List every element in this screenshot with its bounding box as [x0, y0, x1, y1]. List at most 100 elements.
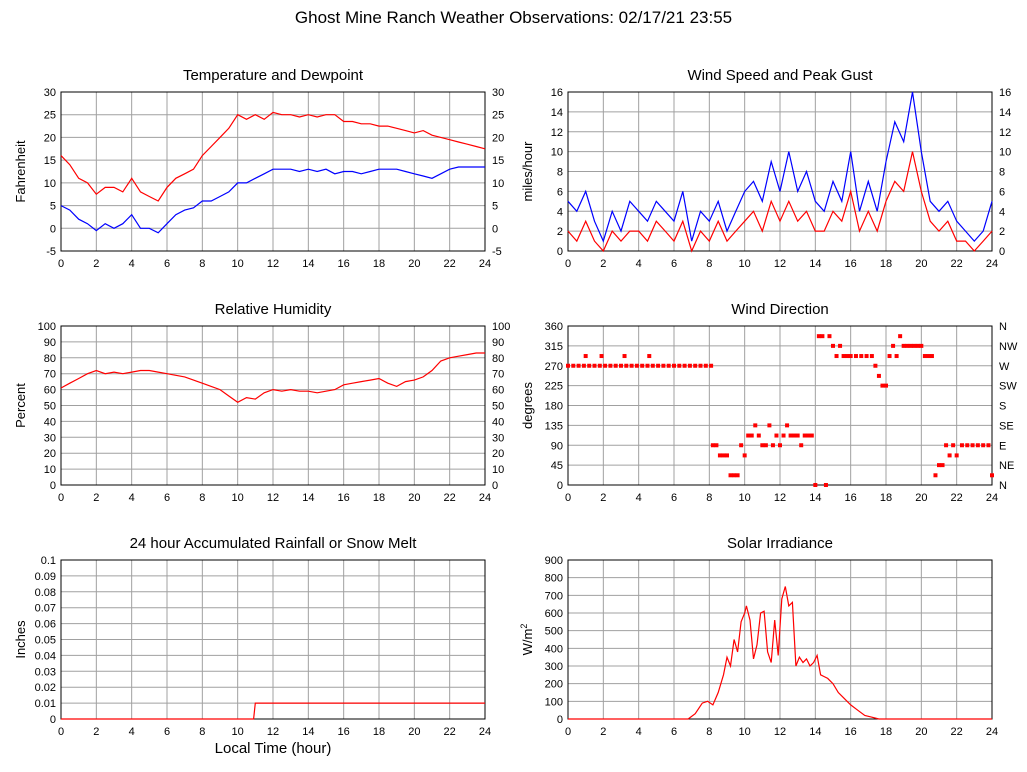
data-point [735, 473, 740, 478]
data-point [823, 483, 828, 487]
data-point [831, 343, 835, 348]
x-tick-label: 24 [479, 726, 491, 738]
x-tick-label: 20 [408, 492, 420, 504]
data-point [981, 443, 986, 448]
x-tick-label: 2 [600, 726, 606, 738]
data-point [687, 363, 692, 368]
data-point [774, 433, 779, 438]
y-axis-label: Percent [13, 383, 28, 428]
data-point [919, 343, 924, 348]
right-tick-label: 70 [492, 369, 504, 381]
data-point [864, 354, 869, 359]
data-point [937, 463, 941, 468]
x-tick-label: 8 [199, 492, 205, 504]
x-tick-label: 16 [845, 258, 857, 270]
data-point [853, 354, 858, 359]
y-tick-label: 45 [551, 460, 563, 472]
y-tick-label: 0 [50, 714, 56, 726]
main-title: Ghost Mine Ranch Weather Observations: 0… [294, 8, 733, 27]
right-tick-label: 4 [999, 206, 1005, 218]
x-tick-label: 12 [774, 492, 786, 504]
x-tick-label: 0 [58, 258, 64, 270]
y-tick-label: 80 [44, 353, 56, 365]
x-tick-label: 2 [600, 258, 606, 270]
data-point [661, 363, 666, 368]
x-tick-label: 12 [267, 258, 279, 270]
x-tick-label: 20 [408, 258, 420, 270]
data-point [915, 343, 920, 348]
data-point [802, 433, 807, 438]
right-tick-label: 6 [999, 186, 1005, 198]
data-point [813, 483, 818, 487]
right-tick-label: 50 [492, 401, 504, 413]
data-point [986, 443, 991, 448]
data-point [656, 363, 661, 368]
y-tick-label: 200 [545, 679, 563, 691]
x-tick-label: 6 [671, 258, 677, 270]
data-point [778, 443, 782, 448]
right-tick-label: 60 [492, 385, 504, 397]
y-tick-label: 8 [557, 167, 563, 179]
x-tick-label: 0 [565, 492, 571, 504]
x-tick-label: 18 [373, 726, 385, 738]
plot-frame [60, 91, 486, 252]
y-tick-label: 700 [545, 590, 563, 602]
y-tick-label: -5 [46, 246, 56, 258]
data-point [905, 343, 910, 348]
x-tick-label: 0 [58, 726, 64, 738]
data-point [672, 363, 676, 368]
x-tick-label: 8 [706, 258, 712, 270]
y-tick-label: 500 [545, 626, 563, 638]
y-tick-label: 0.02 [35, 682, 56, 694]
x-tick-label: 8 [199, 726, 205, 738]
series-line [61, 702, 485, 720]
right-tick-label: NE [999, 460, 1014, 472]
x-tick-label: 18 [880, 492, 892, 504]
x-tick-label: 2 [93, 492, 99, 504]
data-point [634, 363, 639, 368]
x-tick-label: 20 [915, 492, 927, 504]
x-tick-label: 10 [232, 492, 244, 504]
y-tick-label: 0.01 [35, 698, 56, 710]
data-point [583, 354, 588, 359]
data-point [746, 433, 751, 438]
data-point [894, 354, 899, 359]
y-tick-label: 0.07 [35, 603, 56, 615]
plot-frame [60, 559, 486, 720]
x-tick-label: 16 [338, 726, 350, 738]
data-point [827, 334, 832, 339]
data-point [770, 443, 775, 448]
data-point [647, 354, 652, 359]
x-tick-label: 10 [739, 258, 751, 270]
data-point [714, 443, 719, 448]
x-tick-label: 4 [636, 726, 642, 738]
data-point [841, 354, 846, 359]
x-tick-label: 16 [845, 726, 857, 738]
chart-title: Wind Speed and Peak Gust [687, 67, 873, 84]
x-tick-label: 20 [915, 726, 927, 738]
right-tick-label: SE [999, 420, 1014, 432]
right-tick-label: 2 [999, 226, 1005, 238]
y-tick-label: 6 [557, 186, 563, 198]
x-tick-label: 18 [373, 258, 385, 270]
right-tick-label: 20 [492, 448, 504, 460]
y-tick-label: 70 [44, 369, 56, 381]
x-tick-label: 24 [986, 492, 998, 504]
right-tick-label: 30 [492, 432, 504, 444]
data-point [887, 354, 892, 359]
data-point [599, 354, 604, 359]
x-tick-label: 18 [880, 258, 892, 270]
y-tick-label: 600 [545, 608, 563, 620]
data-point [624, 363, 629, 368]
data-point [795, 433, 800, 438]
right-tick-label: 80 [492, 353, 504, 365]
data-point [869, 354, 874, 359]
data-point [732, 473, 737, 478]
y-tick-label: 20 [44, 448, 56, 460]
data-point [926, 354, 931, 359]
y-tick-label: 0.04 [35, 650, 56, 662]
data-point [645, 363, 650, 368]
y-tick-label: 60 [44, 385, 56, 397]
data-point [990, 473, 994, 478]
series-line [567, 91, 993, 243]
